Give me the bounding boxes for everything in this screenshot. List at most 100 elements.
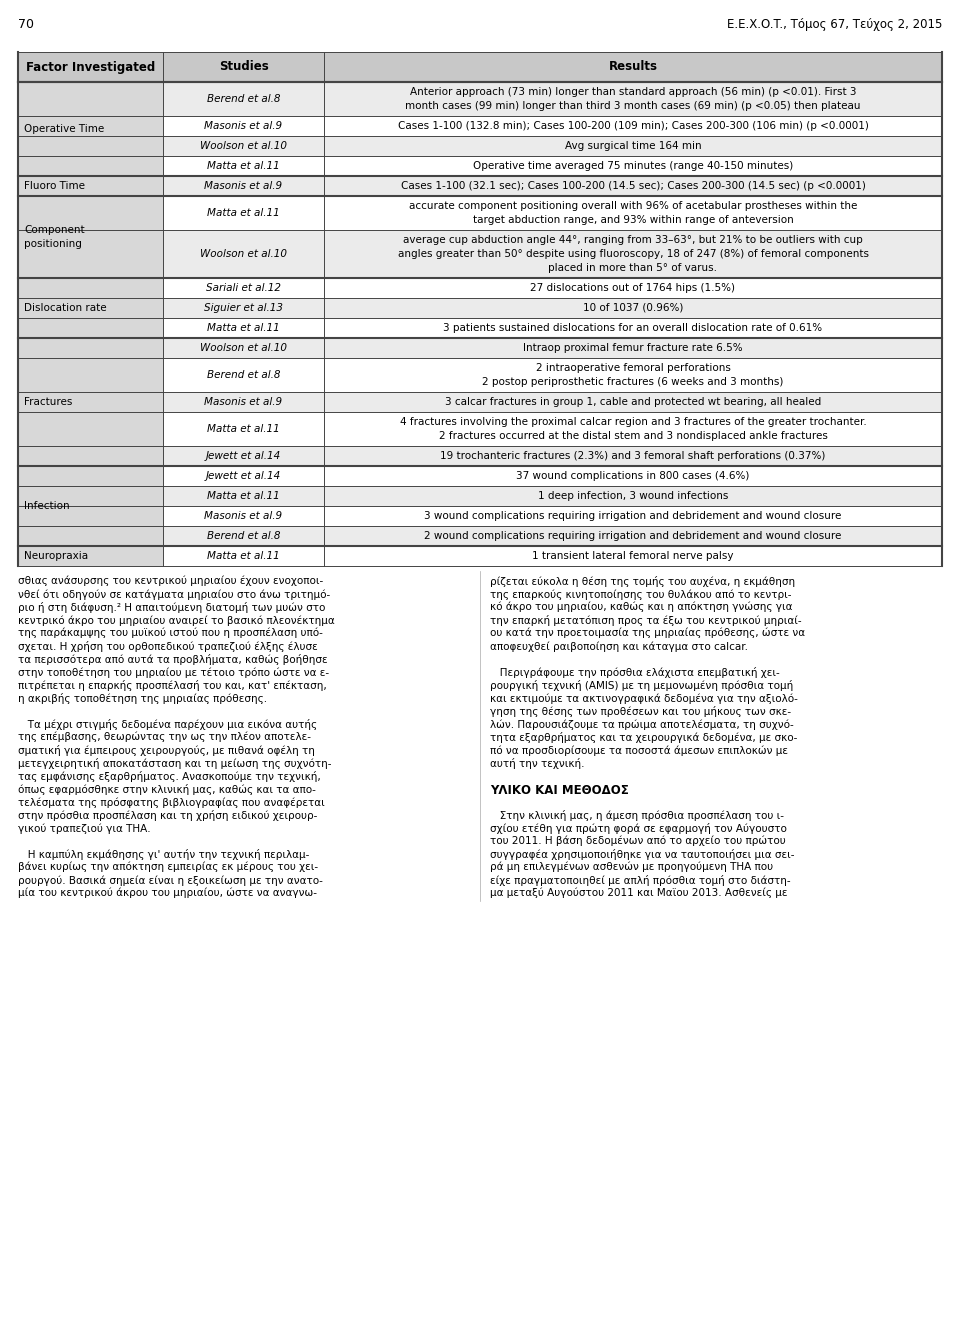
Bar	[18, 157, 163, 175]
Bar	[18, 137, 163, 157]
Bar	[18, 526, 163, 546]
Bar	[163, 486, 942, 506]
Text: ου κατά την προετοιμασία της μηριαίας πρόθεσης, ώστε να: ου κατά την προετοιμασία της μηριαίας πρ…	[490, 628, 805, 639]
Text: Matta et al.11: Matta et al.11	[207, 161, 280, 171]
Text: στην τοποθέτηση του μηριαίου με τέτοιο τρόπο ώστε να ε-: στην τοποθέτηση του μηριαίου με τέτοιο τ…	[18, 667, 329, 678]
Text: ρίζεται εύκολα η θέση της τομής του αυχένα, η εκμάθηση: ρίζεται εύκολα η θέση της τομής του αυχέ…	[490, 576, 795, 586]
Text: 1 deep infection, 3 wound infections: 1 deep infection, 3 wound infections	[538, 491, 729, 501]
Text: target abduction range, and 93% within range of anteversion: target abduction range, and 93% within r…	[472, 216, 793, 225]
Text: όπως εφαρμόσθηκε στην κλινική μας, καθώς και τα απο-: όπως εφαρμόσθηκε στην κλινική μας, καθώς…	[18, 785, 316, 795]
Bar	[18, 466, 163, 486]
Bar	[163, 317, 942, 337]
Text: Infection: Infection	[24, 501, 70, 511]
Text: μα μεταξύ Αυγούστου 2011 και Μαϊου 2013. Ασθενείς με: μα μεταξύ Αυγούστου 2011 και Μαϊου 2013.…	[490, 888, 787, 898]
Bar	[18, 546, 163, 566]
Text: τα περισσότερα από αυτά τα προβλήματα, καθώς βοήθησε: τα περισσότερα από αυτά τα προβλήματα, κ…	[18, 653, 327, 665]
Text: Η καμπύλη εκμάθησης γι' αυτήν την τεχνική περιλαμ-: Η καμπύλη εκμάθησης γι' αυτήν την τεχνικ…	[18, 849, 309, 860]
Bar	[163, 299, 942, 317]
Text: Siguier et al.13: Siguier et al.13	[204, 303, 283, 313]
Text: γηση της θέσης των προθέσεων και του μήκους των σκε-: γηση της θέσης των προθέσεων και του μήκ…	[490, 706, 791, 716]
Bar	[18, 412, 163, 446]
Text: 10 of 1037 (0.96%): 10 of 1037 (0.96%)	[583, 303, 684, 313]
Bar	[18, 506, 163, 526]
Text: αποφευχθεί ραιβοποίηση και κάταγμα στο calcar.: αποφευχθεί ραιβοποίηση και κάταγμα στο c…	[490, 641, 748, 652]
Bar	[163, 195, 942, 230]
Text: accurate component positioning overall with 96% of acetabular prostheses within : accurate component positioning overall w…	[409, 201, 857, 212]
Bar	[163, 279, 942, 299]
Text: σχίου ετέθη για πρώτη φορά σε εφαρμογή τον Αύγουστο: σχίου ετέθη για πρώτη φορά σε εφαρμογή τ…	[490, 823, 787, 834]
Text: Jewett et al.14: Jewett et al.14	[205, 471, 281, 481]
Text: της παράκαμψης του μυϊκού ιστού που η προσπέλαση υπό-: της παράκαμψης του μυϊκού ιστού που η πρ…	[18, 628, 323, 639]
Text: Avg surgical time 164 min: Avg surgical time 164 min	[564, 141, 702, 151]
Text: ρουργική τεχνική (AMIS) με τη μεμονωμένη πρόσθια τομή: ρουργική τεχνική (AMIS) με τη μεμονωμένη…	[490, 680, 793, 691]
Text: βάνει κυρίως την απόκτηση εμπειρίας εκ μέρους του χει-: βάνει κυρίως την απόκτηση εμπειρίας εκ μ…	[18, 862, 318, 873]
Text: 3 patients sustained dislocations for an overall dislocation rate of 0.61%: 3 patients sustained dislocations for an…	[444, 323, 823, 333]
Bar	[163, 337, 942, 358]
Bar	[18, 175, 163, 195]
Text: Matta et al.11: Matta et al.11	[207, 323, 280, 333]
Text: την επαρκή μετατόπιση προς τα έξω του κεντρικού μηριαί-: την επαρκή μετατόπιση προς τα έξω του κε…	[490, 615, 802, 627]
Text: month cases (99 min) longer than third 3 month cases (69 min) (p <0.05) then pla: month cases (99 min) longer than third 3…	[405, 102, 861, 111]
Text: νθεί ότι οδηγούν σε κατάγματα μηριαίου στο άνω τριτημό-: νθεί ότι οδηγούν σε κατάγματα μηριαίου σ…	[18, 589, 330, 600]
Bar	[163, 175, 942, 195]
Text: κό άκρο του μηριαίου, καθώς και η απόκτηση γνώσης για: κό άκρο του μηριαίου, καθώς και η απόκτη…	[490, 603, 793, 612]
Text: Intraop proximal femur fracture rate 6.5%: Intraop proximal femur fracture rate 6.5…	[523, 343, 743, 353]
Text: τητα εξαρθρήματος και τα χειρουργικά δεδομένα, με σκο-: τητα εξαρθρήματος και τα χειρουργικά δεδ…	[490, 732, 798, 743]
Bar	[18, 337, 163, 358]
Bar	[18, 358, 163, 392]
Text: E.E.X.O.T., Τόμος 67, Τεύχος 2, 2015: E.E.X.O.T., Τόμος 67, Τεύχος 2, 2015	[727, 17, 942, 31]
Text: μετεγχειρητική αποκατάσταση και τη μείωση της συχνότη-: μετεγχειρητική αποκατάσταση και τη μείωσ…	[18, 758, 331, 769]
Bar	[18, 116, 163, 137]
Text: μία του κεντρικού άκρου του μηριαίου, ώστε να αναγνω-: μία του κεντρικού άκρου του μηριαίου, ώσ…	[18, 888, 317, 898]
Text: 2 intraoperative femoral perforations: 2 intraoperative femoral perforations	[536, 363, 731, 372]
Bar	[18, 392, 163, 412]
Text: Operative Time: Operative Time	[24, 125, 105, 134]
Text: Studies: Studies	[219, 60, 269, 74]
Text: στην πρόσθια προσπέλαση και τη χρήση ειδικού χειρουρ-: στην πρόσθια προσπέλαση και τη χρήση ειδ…	[18, 810, 318, 821]
Text: 37 wound complications in 800 cases (4.6%): 37 wound complications in 800 cases (4.6…	[516, 471, 750, 481]
Text: positioning: positioning	[24, 240, 82, 249]
Bar	[163, 358, 942, 392]
Text: Fractures: Fractures	[24, 396, 72, 407]
Text: 27 dislocations out of 1764 hips (1.5%): 27 dislocations out of 1764 hips (1.5%)	[531, 283, 735, 293]
Text: 4 fractures involving the proximal calcar region and 3 fractures of the greater : 4 fractures involving the proximal calca…	[399, 416, 866, 427]
Text: 19 trochanteric fractures (2.3%) and 3 femoral shaft perforations (0.37%): 19 trochanteric fractures (2.3%) and 3 f…	[441, 451, 826, 461]
Text: Masonis et al.9: Masonis et al.9	[204, 181, 282, 191]
Text: κεντρικό άκρο του μηριαίου αναιρεί το βασικό πλεονέκτημα: κεντρικό άκρο του μηριαίου αναιρεί το βα…	[18, 615, 335, 625]
Text: Jewett et al.14: Jewett et al.14	[205, 451, 281, 461]
Text: average cup abduction angle 44°, ranging from 33–63°, but 21% to be outliers wit: average cup abduction angle 44°, ranging…	[403, 234, 863, 245]
Text: Component: Component	[24, 225, 84, 234]
Bar	[18, 299, 163, 317]
Bar	[163, 137, 942, 157]
Bar	[163, 526, 942, 546]
Bar	[18, 52, 942, 82]
Bar	[163, 116, 942, 137]
Text: του 2011. Η βάση δεδομένων από το αρχείο του πρώτου: του 2011. Η βάση δεδομένων από το αρχείο…	[490, 836, 785, 846]
Text: Operative time averaged 75 minutes (range 40-150 minutes): Operative time averaged 75 minutes (rang…	[473, 161, 793, 171]
Text: Neuropraxia: Neuropraxia	[24, 552, 88, 561]
Text: της επαρκούς κινητοποίησης του θυλάκου από το κεντρι-: της επαρκούς κινητοποίησης του θυλάκου α…	[490, 589, 791, 600]
Text: και εκτιμούμε τα ακτινογραφικά δεδομένα για την αξιολό-: και εκτιμούμε τα ακτινογραφικά δεδομένα …	[490, 694, 798, 703]
Text: Cases 1-100 (132.8 min); Cases 100-200 (109 min); Cases 200-300 (106 min) (p <0.: Cases 1-100 (132.8 min); Cases 100-200 (…	[397, 121, 869, 131]
Text: 70: 70	[18, 17, 34, 31]
Text: Cases 1-100 (32.1 sec); Cases 100-200 (14.5 sec); Cases 200-300 (14.5 sec) (p <0: Cases 1-100 (32.1 sec); Cases 100-200 (1…	[400, 181, 865, 191]
Text: τελέσματα της πρόσφατης βιβλιογραφίας που αναφέρεται: τελέσματα της πρόσφατης βιβλιογραφίας πο…	[18, 797, 324, 807]
Text: πιτρέπεται η επαρκής προσπέλασή του και, κατ' επέκταση,: πιτρέπεται η επαρκής προσπέλασή του και,…	[18, 680, 326, 691]
Text: Masonis et al.9: Masonis et al.9	[204, 511, 282, 521]
Text: της επέμβασης, θεωρώντας την ως την πλέον αποτελε-: της επέμβασης, θεωρώντας την ως την πλέο…	[18, 732, 311, 743]
Bar	[163, 82, 942, 116]
Text: ρουργού. Βασικά σημεία είναι η εξοικείωση με την ανατο-: ρουργού. Βασικά σημεία είναι η εξοικείωσ…	[18, 874, 323, 885]
Bar	[18, 82, 163, 116]
Text: 2 wound complications requiring irrigation and debridement and wound closure: 2 wound complications requiring irrigati…	[424, 532, 842, 541]
Text: Στην κλινική μας, η άμεση πρόσθια προσπέλαση του ι-: Στην κλινική μας, η άμεση πρόσθια προσπέ…	[490, 810, 784, 821]
Bar	[163, 392, 942, 412]
Text: Berend et al.8: Berend et al.8	[206, 370, 280, 380]
Text: Matta et al.11: Matta et al.11	[207, 208, 280, 218]
Text: angles greater than 50° despite using fluoroscopy, 18 of 247 (8%) of femoral com: angles greater than 50° despite using fl…	[397, 249, 869, 258]
Text: 2 postop periprosthetic fractures (6 weeks and 3 months): 2 postop periprosthetic fractures (6 wee…	[482, 378, 783, 387]
Text: Results: Results	[609, 60, 658, 74]
Bar	[163, 157, 942, 175]
Text: Περιγράφουμε την πρόσθια ελάχιστα επεμβατική χει-: Περιγράφουμε την πρόσθια ελάχιστα επεμβα…	[490, 667, 780, 678]
Text: Fluoro Time: Fluoro Time	[24, 181, 85, 191]
Text: Woolson et al.10: Woolson et al.10	[200, 141, 287, 151]
